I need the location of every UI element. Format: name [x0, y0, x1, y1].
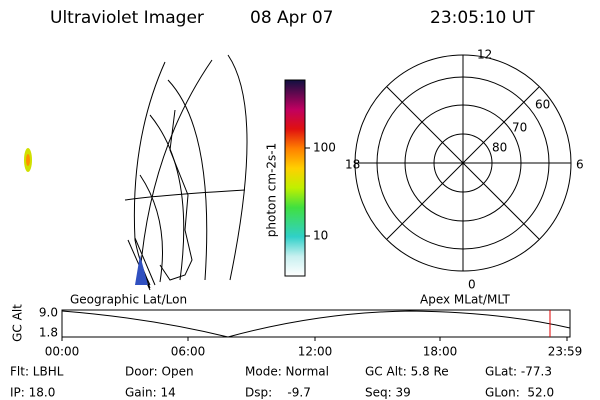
info-field: Mode: Normal: [245, 365, 329, 379]
hour-label: 12: [477, 48, 492, 62]
x-label: 06:00: [171, 345, 206, 359]
info-field: Seq: 39: [365, 386, 411, 400]
info: Flt: LBHL Door: Open Mode: Normal GC Alt: 5…: [10, 365, 554, 400]
time-ticks: [61, 337, 568, 341]
polar-grid: [354, 54, 572, 272]
axis-label: GC Alt: [11, 304, 25, 342]
hour-label: 0: [468, 278, 476, 292]
colorbar-tick-label: 100: [313, 141, 336, 155]
hour-label: 18: [345, 158, 360, 172]
y-label: 1.8: [39, 326, 58, 340]
x-label: 18:00: [423, 345, 458, 359]
latitude-label: 60: [535, 98, 550, 112]
info-field: IP: 18.0: [10, 386, 55, 400]
colorbar-label: photon cm-2s-1: [265, 143, 279, 238]
time: 23:05:10 UT: [430, 8, 535, 28]
info-field: Flt: LBHL: [10, 365, 64, 379]
colorbar: [284, 79, 306, 277]
info-field: Gain: 14: [125, 386, 176, 400]
instrument: Ultraviolet Imager: [50, 8, 204, 28]
latitude-label: 80: [492, 141, 507, 155]
x-label: 12:00: [298, 345, 333, 359]
info-field: GLon: 52.0: [485, 386, 554, 400]
colorbar-tick-label: 10: [313, 229, 328, 243]
panel-title: Geographic Lat/Lon: [70, 293, 187, 307]
hour-label: 6: [576, 158, 584, 172]
latitude-label: 70: [512, 121, 527, 135]
y-label: 9.0: [39, 306, 58, 320]
timeline-frame: [61, 309, 571, 338]
date: 08 Apr 07: [250, 8, 333, 28]
panel-title: Apex MLat/MLT: [420, 293, 510, 307]
x-label: 00:00: [45, 345, 80, 359]
info-field: GLat: -77.3: [485, 365, 552, 379]
x-label: 23:59: [548, 345, 583, 359]
altitude-curve: [61, 310, 571, 338]
geographic-map: [24, 54, 248, 291]
info-field: Door: Open: [125, 365, 194, 379]
info-field: Dsp: -9.7: [245, 386, 311, 400]
info-field: GC Alt: 5.8 Re: [365, 365, 449, 379]
